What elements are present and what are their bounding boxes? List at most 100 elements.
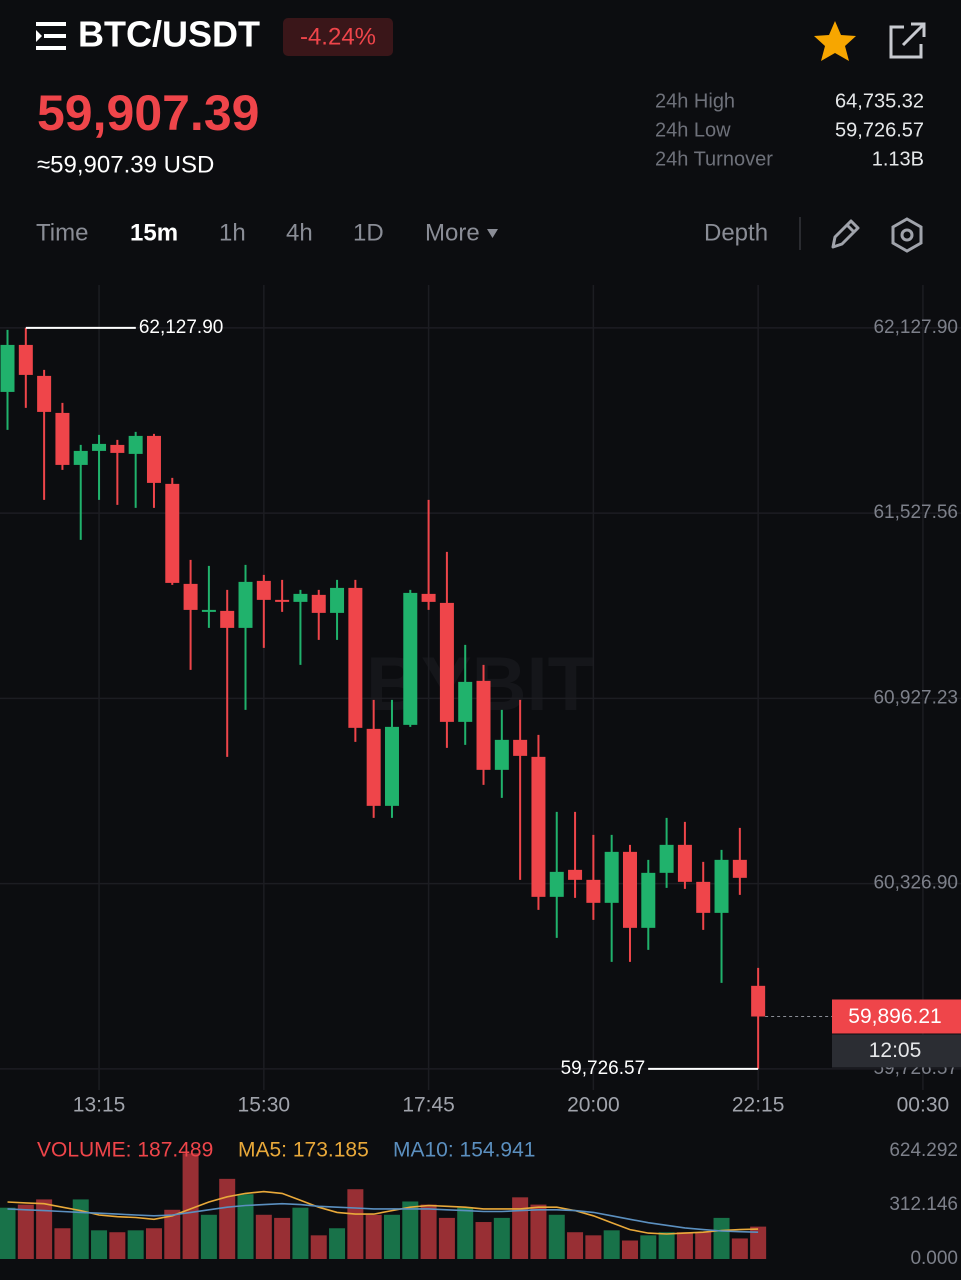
volume-bar xyxy=(621,1240,638,1259)
volume-bar xyxy=(383,1214,400,1259)
y-tick-label: 60,326.90 xyxy=(873,873,958,894)
candle-body xyxy=(183,583,198,610)
candle-body xyxy=(622,851,637,928)
tab[interactable]: 4h xyxy=(286,219,313,246)
volume-bar xyxy=(145,1228,162,1259)
volume-bar xyxy=(530,1204,547,1259)
stat-value: 64,735.32 xyxy=(835,90,924,112)
last-price: 59,907.39 xyxy=(37,85,259,141)
candle-body xyxy=(110,444,125,453)
volume-bar xyxy=(237,1194,254,1259)
candle-body xyxy=(92,443,107,451)
menu-bar xyxy=(36,22,66,26)
chart: BYBIT13:1515:3017:4520:0022:1500:3062,12… xyxy=(0,285,961,1269)
candle-body xyxy=(220,610,235,628)
volume-legend: VOLUME: 187.489 xyxy=(37,1139,213,1162)
volume-tick-label: 312.146 xyxy=(889,1194,958,1215)
countdown-box xyxy=(832,1034,961,1068)
change: -4.24% xyxy=(300,23,376,50)
volume-bar xyxy=(493,1217,510,1259)
candle-body xyxy=(256,580,271,600)
volume-bar xyxy=(420,1204,437,1259)
tab-active[interactable]: 15m xyxy=(130,219,178,246)
candle-body xyxy=(238,581,253,628)
hexagon xyxy=(891,217,923,253)
x-tick-label: 13:15 xyxy=(73,1094,126,1117)
menu-arrow xyxy=(36,30,42,42)
volume-bar xyxy=(91,1230,108,1259)
volume-bar xyxy=(0,1207,16,1259)
more-caret xyxy=(487,229,498,238)
candle-body xyxy=(604,851,619,903)
candle-body xyxy=(476,680,491,770)
volume-bar xyxy=(109,1232,126,1259)
countdown: 12:05 xyxy=(869,1039,922,1062)
candle-body xyxy=(403,592,418,725)
volume-bar xyxy=(36,1199,53,1259)
candle-body xyxy=(73,450,88,465)
pair[interactable]: BTC/USDT xyxy=(78,14,260,55)
volume-bar xyxy=(585,1235,602,1259)
volume-bar xyxy=(347,1189,364,1259)
volume-bar xyxy=(127,1230,144,1259)
menu-bar xyxy=(36,46,66,50)
volume-bar xyxy=(310,1235,327,1259)
x-tick-label: 20:00 xyxy=(567,1094,620,1117)
x-tick-label: 00:30 xyxy=(897,1094,950,1117)
tabs: Time 15m 1h 4h 1D More Depth xyxy=(36,217,923,253)
volume-bar xyxy=(713,1217,730,1259)
candle-body xyxy=(513,739,528,756)
candle-body xyxy=(439,602,454,722)
volume-tick-label: 624.292 xyxy=(889,1140,958,1161)
volume-bar xyxy=(512,1197,529,1259)
candle-body xyxy=(201,609,216,612)
favorite-star[interactable] xyxy=(814,21,856,61)
draw-icon[interactable] xyxy=(831,219,860,249)
share-icon[interactable] xyxy=(889,22,926,59)
volume-bar xyxy=(200,1214,217,1259)
candle-body xyxy=(55,412,70,465)
tab[interactable]: 1D xyxy=(353,219,384,246)
candle-body xyxy=(128,435,143,454)
candle-body xyxy=(549,871,564,897)
candle-body xyxy=(37,375,52,412)
y-tick-label: 61,527.56 xyxy=(873,502,958,523)
ma-line xyxy=(7,1190,759,1235)
volume-bar xyxy=(603,1230,620,1259)
x-tick-label: 15:30 xyxy=(238,1094,291,1117)
candle-body xyxy=(586,879,601,903)
tab[interactable]: More xyxy=(425,219,480,246)
depth-tab[interactable]: Depth xyxy=(704,219,768,246)
volume-bar xyxy=(329,1228,346,1259)
candle-body xyxy=(677,844,692,882)
candle-body xyxy=(0,344,15,392)
volume-bar xyxy=(365,1214,382,1259)
candle-body xyxy=(458,681,473,722)
high-marker-label: 62,127.90 xyxy=(139,317,224,338)
volume-bar xyxy=(164,1209,181,1259)
hub xyxy=(900,228,914,242)
candle-body xyxy=(568,869,583,880)
volume-bar xyxy=(750,1226,767,1259)
candle-body xyxy=(421,593,436,602)
candle-body xyxy=(293,593,308,602)
tab[interactable]: Time xyxy=(36,219,88,246)
volume-bar xyxy=(72,1199,89,1259)
menu-bar xyxy=(44,34,66,38)
volume-bar xyxy=(475,1222,492,1259)
stat-label: 24h Low xyxy=(655,119,731,141)
volume-bar xyxy=(731,1238,748,1259)
ma-legend: MA10: 154.941 xyxy=(393,1139,535,1162)
candle-body xyxy=(751,985,766,1017)
candle-body xyxy=(330,587,345,613)
settings-icon[interactable] xyxy=(891,217,923,253)
volume-bar xyxy=(695,1232,712,1259)
volume-bar xyxy=(402,1201,419,1259)
ma-legend: MA5: 173.185 xyxy=(238,1139,369,1162)
tab[interactable]: 1h xyxy=(219,219,246,246)
menu-icon[interactable] xyxy=(36,22,66,50)
candle-body xyxy=(384,726,399,806)
candle-body xyxy=(146,435,161,483)
